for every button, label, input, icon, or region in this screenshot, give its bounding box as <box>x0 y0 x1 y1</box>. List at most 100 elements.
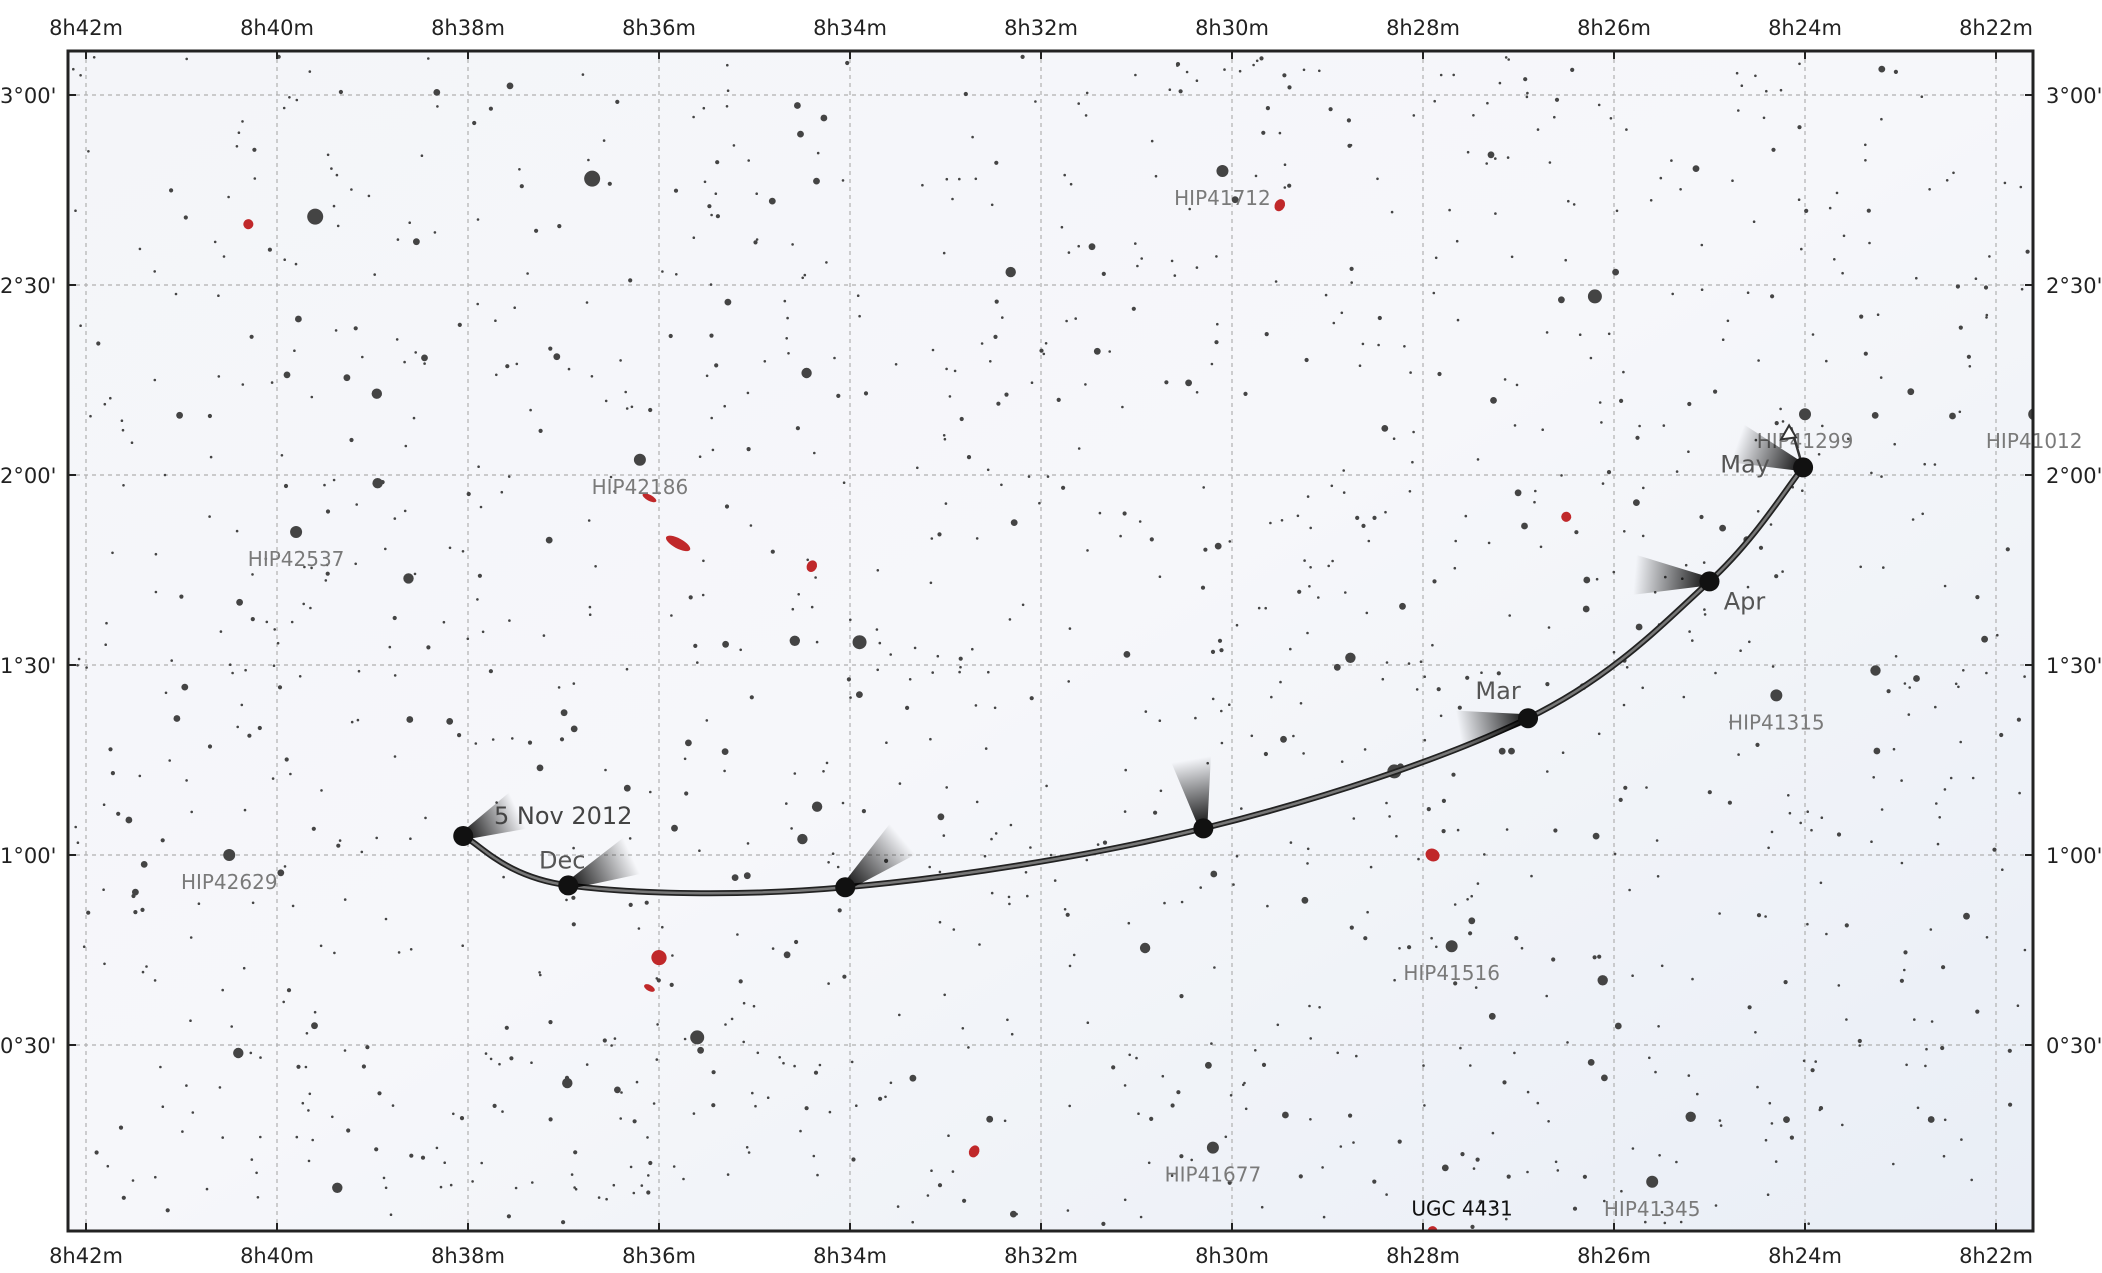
galaxy-marker <box>1561 511 1572 522</box>
star <box>1067 680 1070 683</box>
star <box>1659 176 1663 180</box>
star <box>637 927 641 930</box>
star <box>426 645 431 650</box>
star <box>1339 1145 1343 1148</box>
ra-tick-label-top: 8h40m <box>240 16 314 40</box>
star <box>984 747 988 750</box>
star <box>1788 811 1792 815</box>
star <box>1622 703 1626 707</box>
star <box>409 948 413 951</box>
star <box>311 1138 315 1142</box>
star <box>1468 917 1476 925</box>
star <box>1536 1101 1540 1105</box>
star <box>295 315 302 323</box>
star <box>433 231 437 234</box>
star <box>1432 291 1436 295</box>
star <box>222 255 226 258</box>
star <box>191 1111 195 1114</box>
star <box>1318 1006 1321 1009</box>
star <box>1718 912 1721 915</box>
star <box>138 247 142 251</box>
star <box>726 1173 730 1176</box>
star <box>856 691 863 698</box>
star <box>945 177 949 181</box>
star <box>1954 682 1958 686</box>
star <box>1819 881 1823 885</box>
ra-tick-label-bottom: 8h42m <box>49 1244 123 1268</box>
star <box>1261 130 1266 135</box>
star <box>723 769 726 773</box>
star <box>672 1165 676 1168</box>
path-date-label: Dec <box>539 846 585 874</box>
star <box>1407 662 1411 665</box>
star <box>1654 1070 1657 1074</box>
galaxy-marker <box>243 219 254 230</box>
star <box>389 1213 393 1216</box>
star <box>644 900 649 905</box>
star <box>1764 915 1767 918</box>
star <box>1679 1220 1683 1224</box>
star <box>632 1119 637 1124</box>
star <box>959 665 962 669</box>
star <box>1034 100 1037 103</box>
star <box>104 643 107 646</box>
star <box>628 278 633 283</box>
star <box>1756 510 1760 513</box>
star <box>1656 875 1660 878</box>
star <box>1498 81 1502 85</box>
star <box>1966 354 1971 359</box>
star <box>1799 821 1802 825</box>
star <box>1149 1116 1154 1121</box>
star <box>1702 561 1706 564</box>
star <box>1228 540 1232 543</box>
star <box>1870 840 1873 843</box>
star <box>570 1173 574 1176</box>
star <box>284 757 289 762</box>
star <box>1306 495 1310 498</box>
star <box>810 605 814 609</box>
star <box>1949 412 1956 420</box>
star <box>1908 686 1911 689</box>
star <box>1758 545 1764 550</box>
star <box>938 870 942 874</box>
star <box>943 993 946 997</box>
galaxy-marker <box>642 493 657 503</box>
star <box>131 1179 135 1182</box>
star <box>996 401 1001 406</box>
star <box>1582 1174 1587 1179</box>
star <box>1287 85 1292 90</box>
star <box>952 928 956 931</box>
star <box>705 374 709 378</box>
star <box>1506 156 1510 159</box>
star <box>170 659 173 662</box>
star <box>1154 174 1158 178</box>
star <box>1864 143 1867 147</box>
star <box>1719 1124 1723 1127</box>
star <box>782 1061 785 1065</box>
star <box>1264 606 1267 610</box>
star <box>1981 635 1988 643</box>
star <box>259 1135 262 1139</box>
star <box>604 768 607 772</box>
star <box>1521 522 1528 530</box>
star <box>118 1125 124 1130</box>
star <box>1644 1220 1647 1224</box>
star <box>1476 882 1480 885</box>
star <box>79 74 82 77</box>
star <box>572 682 576 685</box>
star <box>1408 490 1412 493</box>
star <box>842 974 847 979</box>
star <box>1492 1206 1495 1210</box>
star <box>1845 1018 1848 1021</box>
star <box>109 396 112 400</box>
star <box>698 455 702 459</box>
star <box>1934 705 1937 709</box>
star <box>1453 903 1457 906</box>
star <box>1703 608 1706 611</box>
star <box>1393 978 1396 982</box>
star <box>1927 1116 1935 1123</box>
star <box>849 618 852 622</box>
star <box>1377 343 1380 347</box>
star <box>457 322 462 327</box>
ra-tick-label-bottom: 8h40m <box>240 1244 314 1268</box>
